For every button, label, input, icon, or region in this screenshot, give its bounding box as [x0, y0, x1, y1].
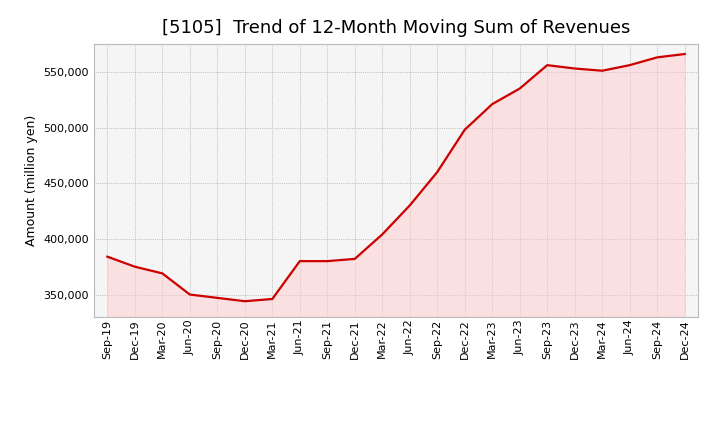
Y-axis label: Amount (million yen): Amount (million yen): [24, 115, 37, 246]
Title: [5105]  Trend of 12-Month Moving Sum of Revenues: [5105] Trend of 12-Month Moving Sum of R…: [162, 19, 630, 37]
